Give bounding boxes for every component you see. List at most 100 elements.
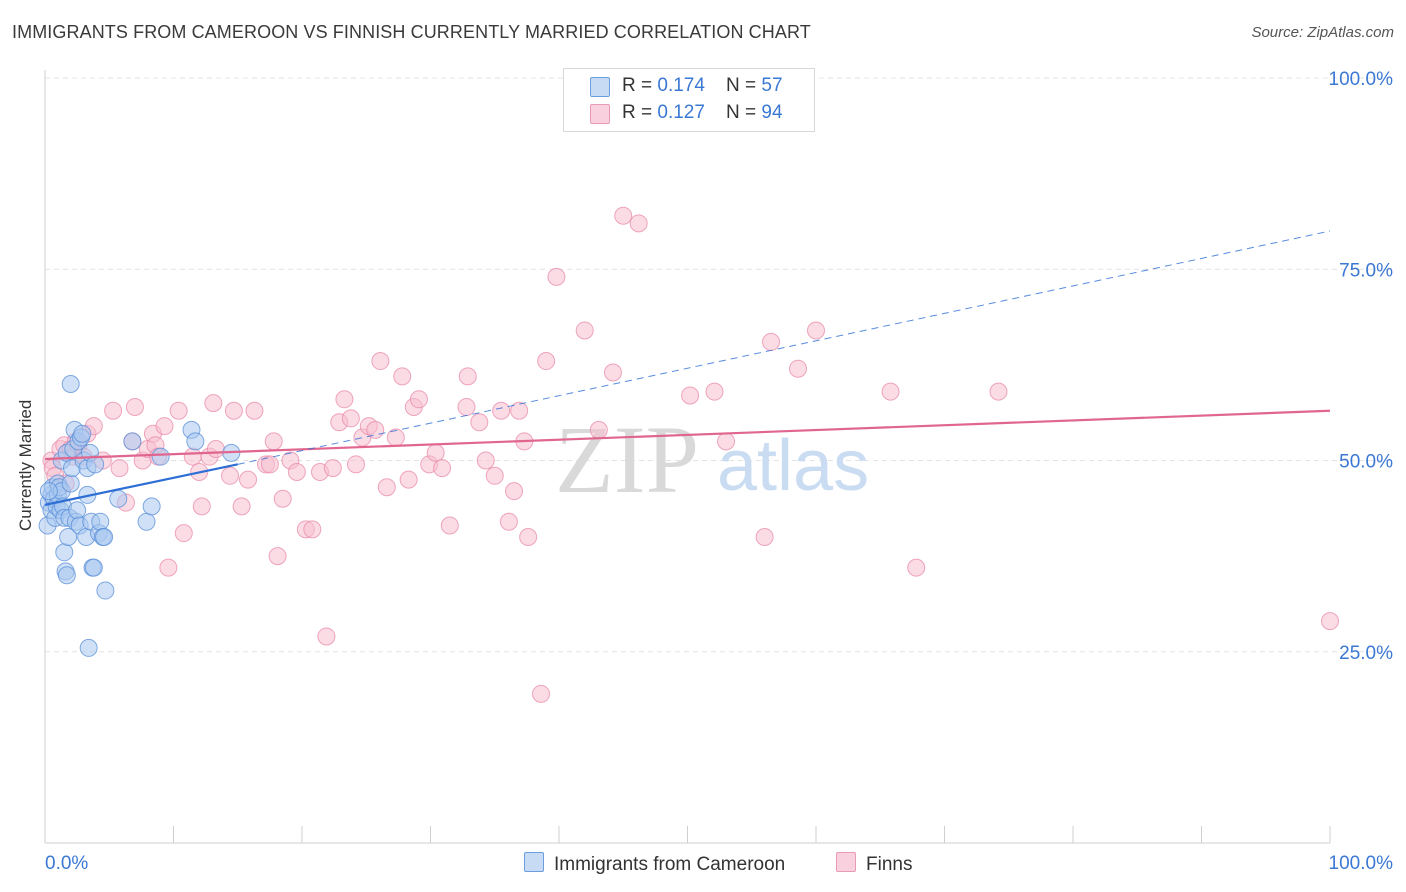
point-finns — [104, 401, 123, 420]
point-finns — [505, 482, 524, 501]
point-finns — [183, 447, 202, 466]
point-finns — [789, 359, 808, 378]
point-finns — [440, 516, 459, 535]
point-finns — [377, 478, 396, 497]
x-tick-label-max: 100.0% — [1329, 853, 1394, 874]
point-finns — [519, 528, 538, 546]
point-finns — [907, 558, 926, 577]
trend-line-cameroon-extension — [237, 230, 1331, 465]
bottom-legend-finns: Finns — [836, 852, 912, 876]
point-finns — [268, 547, 287, 566]
point-finns — [245, 401, 264, 420]
point-finns — [273, 489, 292, 508]
point-finns — [125, 397, 144, 416]
point-finns — [433, 459, 452, 478]
point-finns — [681, 386, 700, 405]
point-cameroon — [84, 558, 103, 577]
y-tick-label: 100.0% — [1329, 69, 1394, 90]
point-finns — [346, 455, 365, 474]
source-credit: Source: ZipAtlas.com — [1251, 24, 1394, 41]
bottom-legend-label-cameroon: Immigrants from Cameroon — [554, 854, 786, 875]
legend-swatch-cameroon — [590, 77, 610, 97]
point-finns — [470, 413, 489, 432]
point-finns — [221, 466, 240, 485]
point-finns — [989, 382, 1008, 401]
point-finns — [881, 382, 900, 401]
bottom-legend-swatch-finns — [836, 852, 856, 872]
point-finns — [762, 332, 781, 351]
point-finns — [603, 363, 622, 382]
point-cameroon — [142, 497, 161, 516]
point-cameroon — [91, 512, 110, 531]
legend: R = 0.174 N = 57 R = 0.127 N = 94 — [563, 68, 815, 132]
point-finns — [492, 401, 511, 420]
tick-labels: 25.0% 50.0% 75.0% 100.0% 0.0% 100.0% — [45, 69, 1393, 874]
point-finns — [575, 321, 594, 340]
point-finns — [159, 558, 178, 577]
point-finns — [547, 267, 566, 286]
point-finns — [476, 451, 495, 470]
watermark: ZIP atlas — [555, 406, 869, 513]
point-cameroon — [73, 424, 92, 443]
trend-lines — [44, 230, 1331, 506]
point-finns — [174, 524, 193, 543]
y-axis-label: Currently Married — [16, 399, 35, 531]
y-tick-label: 75.0% — [1339, 260, 1393, 281]
point-finns — [499, 512, 518, 531]
point-cameroon — [57, 566, 76, 585]
point-finns — [457, 397, 476, 416]
point-finns — [204, 394, 223, 413]
point-finns — [155, 417, 174, 436]
point-cameroon — [123, 432, 142, 451]
data-points — [38, 206, 1339, 703]
point-finns — [426, 443, 445, 462]
watermark-atlas: atlas — [717, 426, 869, 506]
point-cameroon — [109, 489, 128, 508]
point-finns — [335, 390, 354, 409]
point-finns — [485, 466, 504, 485]
point-cameroon — [59, 528, 78, 546]
point-finns — [110, 459, 129, 478]
point-cameroon — [86, 455, 105, 474]
chart-title: IMMIGRANTS FROM CAMEROON VS FINNISH CURR… — [12, 22, 811, 42]
bottom-legend-swatch-cameroon — [524, 852, 544, 872]
point-cameroon — [39, 482, 58, 501]
legend-text-cameroon: R = 0.174 N = 57 — [622, 75, 783, 96]
legend-text-finns: R = 0.127 N = 94 — [622, 102, 783, 123]
point-finns — [532, 684, 551, 703]
point-finns — [386, 428, 405, 447]
point-cameroon — [79, 638, 98, 657]
point-finns — [1321, 612, 1339, 631]
point-finns — [206, 440, 225, 459]
point-finns — [717, 432, 736, 451]
point-finns — [755, 528, 774, 546]
x-tick-label-min: 0.0% — [45, 853, 88, 874]
point-finns — [393, 367, 412, 386]
point-finns — [409, 390, 428, 409]
point-cameroon — [95, 528, 114, 546]
watermark-zip: ZIP — [555, 406, 699, 513]
grid-lines — [45, 77, 1395, 653]
legend-swatch-finns — [590, 104, 610, 124]
point-finns — [317, 627, 336, 646]
point-finns — [169, 401, 188, 420]
bottom-legend-cameroon: Immigrants from Cameroon — [524, 852, 785, 876]
point-finns — [807, 321, 825, 340]
point-cameroon — [96, 581, 115, 600]
point-finns — [239, 470, 258, 489]
trend-line-finns — [44, 409, 1331, 461]
legend-row-cameroon: R = 0.174 N = 57 — [564, 73, 814, 99]
point-finns — [705, 382, 724, 401]
bottom-legend-label-finns: Finns — [866, 854, 913, 875]
point-finns — [589, 420, 608, 439]
point-finns — [287, 462, 306, 481]
point-finns — [192, 497, 211, 516]
legend-row-finns: R = 0.127 N = 94 — [564, 100, 814, 126]
point-finns — [614, 206, 633, 225]
point-finns — [323, 459, 342, 478]
point-finns — [232, 497, 251, 516]
point-finns — [510, 401, 529, 420]
point-cameroon — [55, 543, 74, 562]
point-cameroon — [68, 501, 87, 520]
y-tick-label: 25.0% — [1339, 643, 1393, 664]
